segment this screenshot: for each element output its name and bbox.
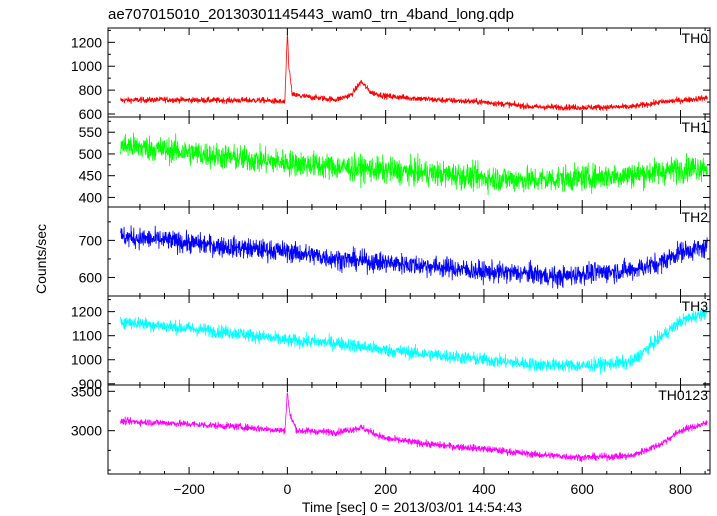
y-tick-label: 3000 — [71, 423, 102, 439]
y-tick-label: 1200 — [71, 34, 102, 50]
panel-label-th0: TH0 — [682, 30, 709, 46]
panel-frame — [107, 27, 711, 118]
panel-frame — [107, 116, 711, 208]
series-line-th3 — [119, 304, 708, 375]
y-tick-label: 550 — [79, 124, 103, 140]
y-tick-label: 3500 — [71, 383, 102, 399]
x-tick-label: 200 — [374, 481, 398, 497]
x-tick-label: 800 — [669, 481, 693, 497]
panel-th2: 600 700 TH2 — [79, 206, 711, 297]
y-tick-label: 600 — [79, 269, 103, 285]
series-line-th2 — [120, 225, 708, 289]
y-tick-label: 600 — [79, 106, 103, 122]
y-tick-label: 500 — [79, 146, 103, 162]
panel-label-th1: TH1 — [682, 119, 709, 135]
chart-title: ae707015010_20130301145443_wam0_trn_4ban… — [108, 6, 514, 23]
series-line-th0 — [119, 34, 708, 112]
x-tick-label: −200 — [173, 481, 205, 497]
panel-th3: 900 1000 1100 1200 TH3 — [71, 295, 711, 392]
y-tick-label: 450 — [79, 168, 103, 184]
y-tick-label: 700 — [79, 232, 103, 248]
panel-th0123: 3000 3500 TH0123 — [71, 383, 711, 475]
panel-frame — [107, 295, 711, 386]
series-line-th0123 — [119, 392, 708, 463]
x-tick-label: 600 — [571, 481, 595, 497]
panel-th0: 600 800 1000 1200 TH0 — [71, 27, 711, 122]
y-tick-label: 1000 — [71, 352, 102, 368]
panel-frame — [107, 206, 711, 297]
series-line-th1 — [119, 132, 708, 196]
y-tick-label: 900 — [79, 376, 103, 392]
panel-th1: 400 450 500 550 TH1 — [79, 116, 711, 208]
panel-label-th3: TH3 — [682, 298, 709, 314]
x-tick-label: 400 — [472, 481, 496, 497]
y-axis-label: Counts/sec — [33, 224, 49, 294]
y-tick-label: 400 — [79, 189, 103, 205]
y-tick-label: 800 — [79, 82, 103, 98]
panels: 600 800 1000 1200 TH0 400 450 500 550 TH1 600 700 TH… — [71, 27, 711, 497]
x-tick-label: 0 — [283, 481, 291, 497]
panel-frame — [107, 384, 711, 475]
y-tick-label: 1200 — [71, 304, 102, 320]
y-tick-label: 1100 — [72, 328, 102, 344]
panel-label-th2: TH2 — [682, 209, 709, 225]
y-tick-label: 1000 — [71, 58, 102, 74]
panel-label-th0123: TH0123 — [658, 387, 708, 403]
x-axis-label: Time [sec] 0 = 2013/03/01 14:54:43 — [302, 499, 522, 515]
